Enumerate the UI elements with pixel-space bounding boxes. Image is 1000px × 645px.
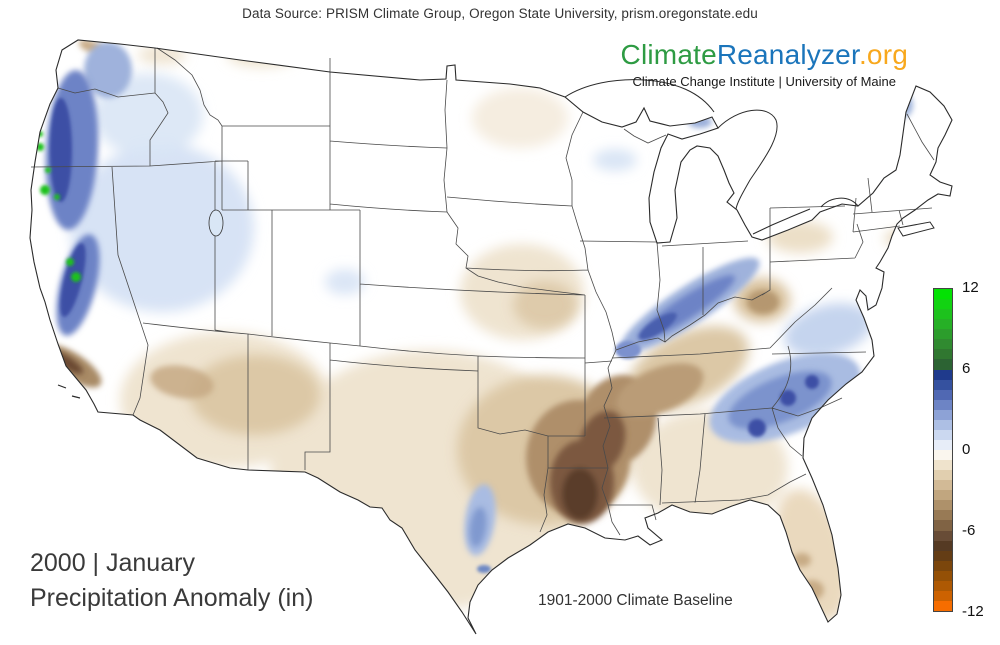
colorbar-segment (934, 409, 952, 420)
colorbar (933, 288, 953, 612)
colorbar-segment (934, 520, 952, 531)
colorbar-segment (934, 590, 952, 601)
channel-islands (57, 384, 81, 399)
map-year-title: 2000 | January (30, 549, 195, 577)
logo-subtitle: Climate Change Institute | University of… (632, 73, 897, 89)
logo-org: .org (858, 39, 908, 70)
colorbar-segment (934, 379, 952, 390)
colorbar-segment (934, 470, 952, 481)
colorbar-segment (934, 429, 952, 440)
map-variable-title: Precipitation Anomaly (in) (30, 583, 314, 612)
colorbar-segment (934, 580, 952, 591)
colorbar-segment (934, 510, 952, 521)
colorbar-segment (934, 480, 952, 491)
logo-reanalyzer: Reanalyzer (716, 39, 859, 70)
extreme-positive-spots (36, 131, 81, 282)
colorbar-segment (934, 349, 952, 360)
baseline-label: 1901-2000 Climate Baseline (538, 592, 733, 609)
long-island (897, 221, 935, 237)
logo[interactable]: ClimateReanalyzer.org Climate Change Ins… (620, 39, 908, 89)
colorbar-tick-label: -6 (962, 522, 976, 539)
state-borders (30, 47, 935, 536)
colorbar-segment (934, 339, 952, 350)
colorbar-segment (934, 540, 952, 551)
colorbar-tick-label: 12 (962, 279, 979, 296)
colorbar-segment (934, 550, 952, 561)
colorbar-segment (934, 460, 952, 471)
colorbar-segment (934, 450, 952, 461)
colorbar-segment (934, 389, 952, 400)
colorbar-segment (934, 560, 952, 571)
colorbar-segment (934, 329, 952, 340)
colorbar-segment (934, 570, 952, 581)
colorbar-segment (934, 319, 952, 330)
data-source-text: Data Source: PRISM Climate Group, Oregon… (242, 6, 758, 21)
colorbar-segment (934, 299, 952, 310)
colorbar-segment (934, 530, 952, 541)
colorbar-segment (934, 359, 952, 370)
colorbar-tick-label: 0 (962, 441, 971, 458)
colorbar-segment (934, 439, 952, 450)
colorbar-segment (934, 369, 952, 380)
us-outline (29, 39, 953, 635)
great-lakes-outline (564, 79, 859, 235)
colorbar-tick-label: 6 (962, 360, 971, 377)
colorbar-segment (934, 600, 952, 611)
colorbar-segment (934, 309, 952, 320)
colorbar-segment (934, 399, 952, 410)
logo-climate: Climate (620, 39, 717, 70)
map-title: 2000 | January Precipitation Anomaly (in… (30, 546, 313, 615)
colorbar-segment (934, 419, 952, 430)
colorbar-segment (934, 289, 952, 300)
great-salt-lake (208, 209, 224, 237)
colorbar-segment (934, 490, 952, 501)
colorbar-tick-label: -12 (962, 603, 984, 620)
logo-brand: ClimateReanalyzer.org (620, 39, 908, 71)
colorbar-segment (934, 500, 952, 511)
